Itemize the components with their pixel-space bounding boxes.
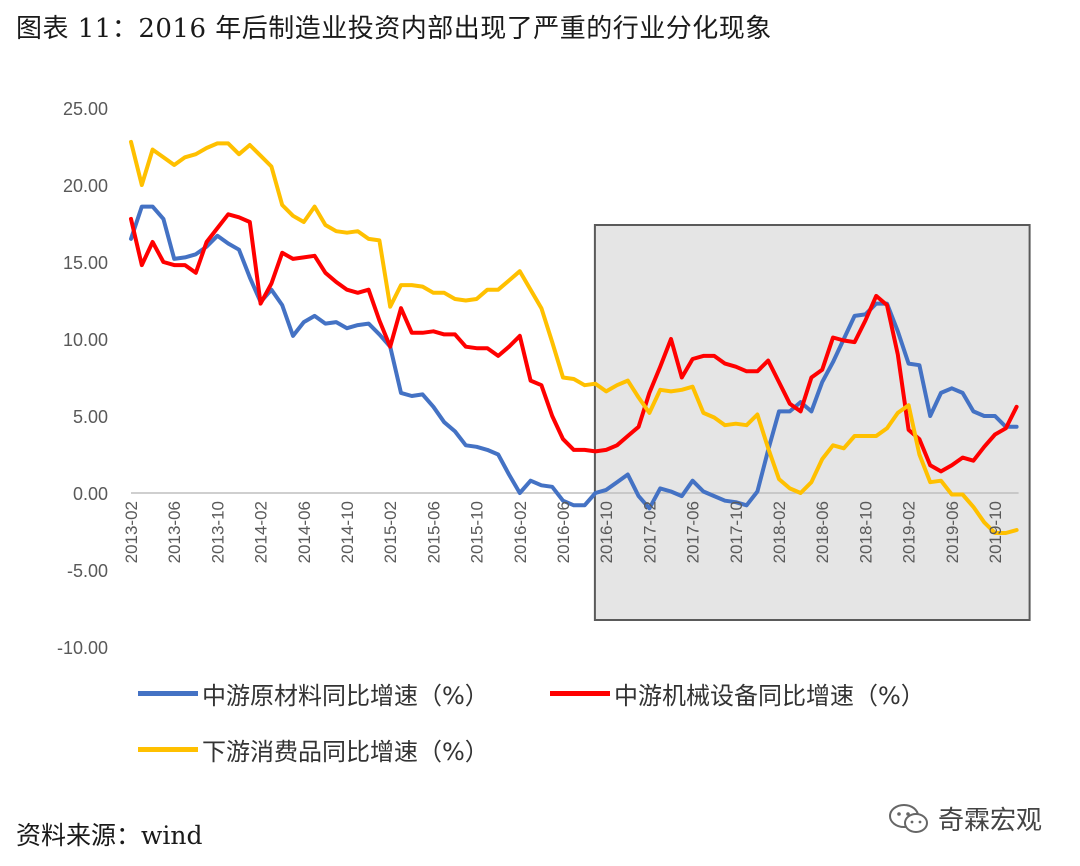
x-tick-label: 2015-06 bbox=[424, 501, 443, 563]
x-tick-label: 2017-06 bbox=[684, 501, 703, 563]
x-tick-label: 2015-02 bbox=[381, 501, 400, 563]
x-tick-label: 2014-02 bbox=[252, 501, 271, 563]
x-tick-label: 2019-02 bbox=[900, 501, 919, 563]
x-tick-label: 2013-02 bbox=[122, 501, 141, 563]
legend-swatch-machinery bbox=[550, 691, 610, 696]
x-tick-label: 2014-10 bbox=[338, 501, 357, 563]
x-tick-label: 2015-10 bbox=[468, 501, 487, 563]
y-tick-label: 15.00 bbox=[63, 253, 108, 273]
legend-item-raw-materials: 中游原材料同比增速（%） bbox=[138, 676, 489, 711]
x-tick-label: 2016-02 bbox=[511, 501, 530, 563]
x-tick-label: 2013-10 bbox=[208, 501, 227, 563]
series-line-1 bbox=[129, 212, 1019, 474]
y-tick-label: 10.00 bbox=[63, 330, 108, 350]
legend-item-machinery: 中游机械设备同比增速（%） bbox=[550, 676, 925, 711]
x-tick-label: 2017-10 bbox=[727, 501, 746, 563]
x-tick-label: 2018-10 bbox=[856, 501, 875, 563]
legend-swatch-consumer-goods bbox=[138, 747, 198, 752]
line-chart: 25.0020.0015.0010.005.000.00-5.00-10.00 … bbox=[57, 99, 1031, 658]
legend-swatch-raw-materials bbox=[138, 691, 198, 696]
watermark: 奇霖宏观 bbox=[888, 800, 1042, 837]
x-tick-label: 2013-06 bbox=[165, 501, 184, 563]
y-tick-label: 20.00 bbox=[63, 176, 108, 196]
x-tick-label: 2018-02 bbox=[770, 501, 789, 563]
source-note: 资料来源：wind bbox=[16, 821, 203, 850]
x-tick-label: 2017-02 bbox=[640, 501, 659, 563]
x-tick-label: 2019-10 bbox=[986, 501, 1005, 563]
legend-label-machinery: 中游机械设备同比增速（%） bbox=[614, 682, 925, 710]
y-tick-label: 25.00 bbox=[63, 99, 108, 119]
series-line-2 bbox=[129, 139, 1019, 535]
y-tick-label: 5.00 bbox=[73, 407, 108, 427]
legend-label-consumer-goods: 下游消费品同比增速（%） bbox=[202, 738, 489, 766]
x-tick-label: 2016-10 bbox=[597, 501, 616, 563]
x-tick-label: 2014-06 bbox=[295, 501, 314, 563]
chat-bubble-icon bbox=[889, 803, 928, 833]
watermark-text: 奇霖宏观 bbox=[938, 806, 1043, 836]
x-tick-label: 2018-06 bbox=[813, 501, 832, 563]
chart-legend: 中游原材料同比增速（%） 中游机械设备同比增速（%） 下游消费品同比增速（%） bbox=[138, 676, 1018, 776]
y-tick-label: -10.00 bbox=[57, 638, 108, 658]
legend-label-raw-materials: 中游原材料同比增速（%） bbox=[202, 682, 489, 710]
x-tick-label: 2016-06 bbox=[554, 501, 573, 563]
y-tick-label: 0.00 bbox=[73, 484, 108, 504]
x-tick-label: 2019-06 bbox=[943, 501, 962, 563]
legend-item-consumer-goods: 下游消费品同比增速（%） bbox=[138, 732, 489, 767]
y-tick-label: -5.00 bbox=[67, 561, 108, 581]
chart-title: 图表 11：2016 年后制造业投资内部出现了严重的行业分化现象 bbox=[16, 14, 772, 44]
highlight-region bbox=[593, 224, 1031, 621]
